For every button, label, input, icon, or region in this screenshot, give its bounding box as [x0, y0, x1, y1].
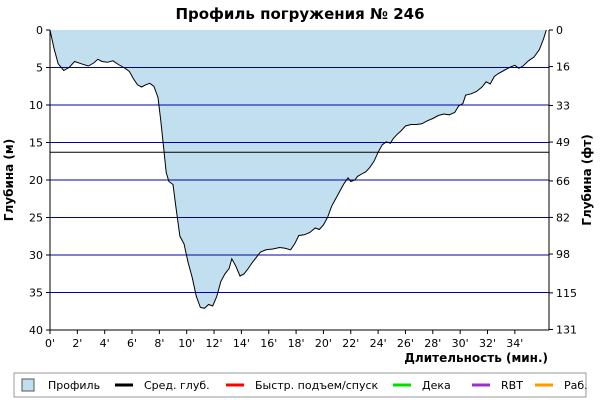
y-right-tick-label-4: 66 — [556, 175, 570, 188]
y-right-tick-label-6: 98 — [556, 248, 570, 261]
y-left-tick-label-5: 25 — [29, 212, 43, 225]
plot-area — [49, 29, 550, 331]
y-right-tick-label-3: 49 — [556, 136, 570, 149]
y-left-tick-label-6: 30 — [29, 249, 43, 262]
legend-label-rbt: RBT — [501, 379, 523, 392]
x-axis-ticks: 0' 2' 4' 6' 8' 10' 12' 14' 16' 18' 20' 22' 24' 26' 28'… — [45, 330, 523, 350]
y-right-tick-label-7: 115 — [556, 287, 577, 300]
y-left-tick-label-1: 5 — [36, 62, 43, 75]
legend: Профиль Сред. глуб. Быстр. подъем/спуск Дек… — [13, 372, 588, 398]
chart-title: Профиль погружения № 246 — [175, 5, 424, 23]
grid-lines — [50, 67, 549, 293]
x-tick-label-6: 12' — [206, 337, 223, 350]
x-tick-label-8: 16' — [260, 337, 277, 350]
y-left-tick-label-2: 10 — [29, 99, 43, 112]
y-left-tick-label-4: 20 — [29, 174, 43, 187]
x-tick-label-4: 8' — [154, 337, 164, 350]
y-right-tick-label-5: 82 — [556, 211, 570, 224]
y-axis-right-ticks: 0 16 33 49 66 82 98 115 131 — [549, 24, 577, 336]
y-right-tick-label-1: 16 — [556, 61, 570, 74]
legend-label-avg: Сред. глуб. — [144, 379, 210, 392]
x-tick-label-10: 20' — [315, 337, 332, 350]
y-right-tick-label-0: 0 — [556, 24, 563, 37]
legend-frame — [13, 372, 587, 398]
y-axis-left-ticks: 0 5 10 15 20 25 30 35 40 — [29, 24, 50, 337]
profile-area — [50, 30, 547, 309]
x-tick-label-11: 22' — [342, 337, 359, 350]
x-tick-label-0: 0' — [45, 337, 55, 350]
profile-line — [49, 29, 547, 309]
x-tick-label-15: 30' — [452, 337, 469, 350]
x-tick-label-12: 24' — [370, 337, 387, 350]
x-tick-label-1: 2' — [72, 337, 82, 350]
x-tick-label-5: 10' — [178, 337, 195, 350]
x-tick-label-2: 4' — [100, 337, 110, 350]
x-tick-label-17: 34' — [506, 337, 523, 350]
x-tick-label-16: 32' — [479, 337, 496, 350]
x-tick-label-3: 6' — [127, 337, 137, 350]
legend-label-ascent: Быстр. подъем/спуск — [255, 379, 379, 392]
legend-swatch-profile — [21, 378, 35, 392]
y-right-tick-label-8: 131 — [556, 323, 577, 336]
y-left-tick-label-3: 15 — [29, 137, 43, 150]
y-axis-right-label: Глубина (фт) — [580, 134, 594, 225]
x-tick-label-14: 28' — [424, 337, 441, 350]
y-axis-left-label: Глубина (м) — [2, 139, 16, 221]
legend-label-deco: Дека — [422, 379, 451, 392]
legend-label-work: Раб. — [564, 379, 588, 392]
x-tick-label-13: 26' — [397, 337, 414, 350]
x-tick-label-9: 18' — [288, 337, 305, 350]
x-tick-label-7: 14' — [233, 337, 250, 350]
y-left-tick-label-7: 35 — [29, 287, 43, 300]
x-axis-label: Длительность (мин.) — [404, 351, 548, 365]
y-right-tick-label-2: 33 — [556, 99, 570, 112]
y-left-tick-label-0: 0 — [36, 24, 43, 37]
legend-label-profile: Профиль — [48, 379, 100, 392]
y-left-tick-label-8: 40 — [29, 324, 43, 337]
